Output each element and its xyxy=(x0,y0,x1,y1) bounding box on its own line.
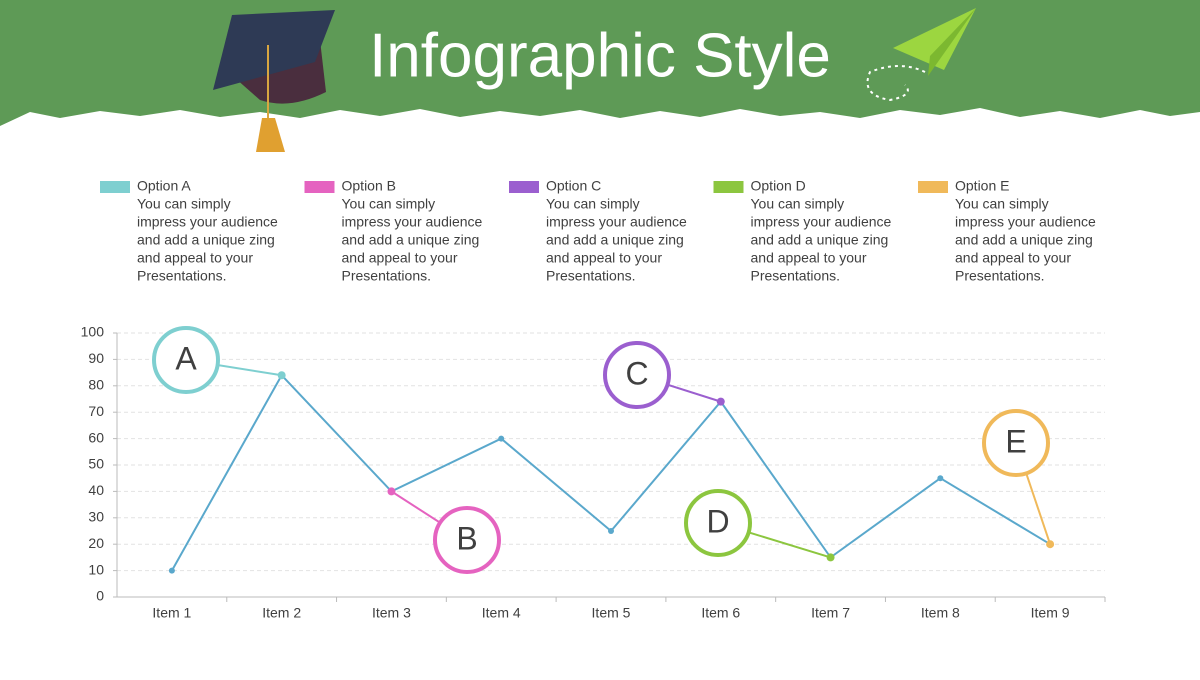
callout-point xyxy=(716,397,725,406)
callout-point xyxy=(277,371,286,380)
y-tick-label: 40 xyxy=(88,482,104,498)
callout-circle xyxy=(603,341,671,409)
x-tick-label: Item 9 xyxy=(1031,605,1070,621)
callout-label: D xyxy=(706,503,729,539)
legend-text: Presentations. xyxy=(751,268,841,284)
callout-point xyxy=(826,553,835,562)
x-tick-label: Item 7 xyxy=(811,605,850,621)
graduation-cap xyxy=(213,10,335,152)
callout-circle xyxy=(152,326,220,394)
legend-text: and add a unique zing xyxy=(137,232,275,248)
x-tick-label: Item 6 xyxy=(701,605,740,621)
x-tick-label: Item 1 xyxy=(152,605,191,621)
callout-circle xyxy=(684,489,752,557)
x-tick-label: Item 5 xyxy=(592,605,631,621)
legend-text: and add a unique zing xyxy=(955,232,1093,248)
legend: Option A You can simply impress your audie… xyxy=(100,178,1096,284)
legend-text: impress your audience xyxy=(955,214,1096,230)
legend-text: Presentations. xyxy=(546,268,636,284)
legend-label: Option C xyxy=(546,178,601,194)
legend-text: impress your audience xyxy=(546,214,687,230)
legend-label: Option B xyxy=(342,178,396,194)
legend-label: Option D xyxy=(751,178,806,194)
slide-title: Infographic Style xyxy=(369,21,831,90)
legend-swatch xyxy=(713,181,744,193)
legend-text: impress your audience xyxy=(137,214,278,230)
y-tick-label: 0 xyxy=(96,588,104,604)
data-point xyxy=(168,567,175,574)
legend-text: and add a unique zing xyxy=(546,232,684,248)
legend-swatch xyxy=(918,181,948,193)
y-tick-label: 20 xyxy=(88,535,104,551)
y-tick-label: 10 xyxy=(88,561,104,577)
callout-label: A xyxy=(175,340,197,376)
callout-label: E xyxy=(1005,423,1026,459)
y-tick-label: 100 xyxy=(81,324,105,340)
legend-text: You can simply xyxy=(137,196,231,212)
callout-point xyxy=(387,487,396,496)
data-point xyxy=(498,435,505,442)
y-tick-label: 80 xyxy=(88,377,104,393)
legend-swatch xyxy=(304,181,335,193)
paper-plane xyxy=(866,8,976,102)
y-tick-label: 30 xyxy=(88,509,104,525)
legend-text: You can simply xyxy=(546,196,640,212)
legend-text: You can simply xyxy=(342,196,436,212)
callout-circle xyxy=(433,506,501,574)
callout-label: C xyxy=(625,355,648,391)
legend-text: and appeal to your xyxy=(342,250,458,266)
callout-point xyxy=(1046,540,1055,549)
callout-label: B xyxy=(456,520,477,556)
y-tick-label: 50 xyxy=(88,456,104,472)
y-tick-label: 60 xyxy=(88,429,104,445)
legend-swatch xyxy=(100,181,130,193)
y-tick-label: 70 xyxy=(88,403,104,419)
legend-text: You can simply xyxy=(955,196,1049,212)
y-tick-label: 90 xyxy=(88,350,104,366)
legend-text: impress your audience xyxy=(751,214,892,230)
legend-label: Option E xyxy=(955,178,1009,194)
chart: 0 10 20 30 40 50 60 70 80 90 100 Item 1 Item 2 Item 3… xyxy=(81,324,1106,621)
legend-text: and appeal to your xyxy=(955,250,1071,266)
legend-text: You can simply xyxy=(751,196,845,212)
x-tick-label: Item 2 xyxy=(262,605,301,621)
legend-text: and add a unique zing xyxy=(342,232,480,248)
legend-text: Presentations. xyxy=(342,268,432,284)
x-tick-label: Item 3 xyxy=(372,605,411,621)
data-point xyxy=(608,528,614,534)
legend-text: Presentations. xyxy=(955,268,1045,284)
x-tick-label: Item 8 xyxy=(921,605,960,621)
x-tick-label: Item 4 xyxy=(482,605,521,621)
legend-label: Option A xyxy=(137,178,191,194)
legend-text: and appeal to your xyxy=(751,250,867,266)
data-point xyxy=(937,475,944,482)
legend-text: and appeal to your xyxy=(137,250,253,266)
legend-text: impress your audience xyxy=(342,214,483,230)
legend-text: and appeal to your xyxy=(546,250,662,266)
legend-swatch xyxy=(509,181,539,193)
legend-text: and add a unique zing xyxy=(751,232,889,248)
legend-text: Presentations. xyxy=(137,268,227,284)
callout-circle xyxy=(982,409,1050,477)
